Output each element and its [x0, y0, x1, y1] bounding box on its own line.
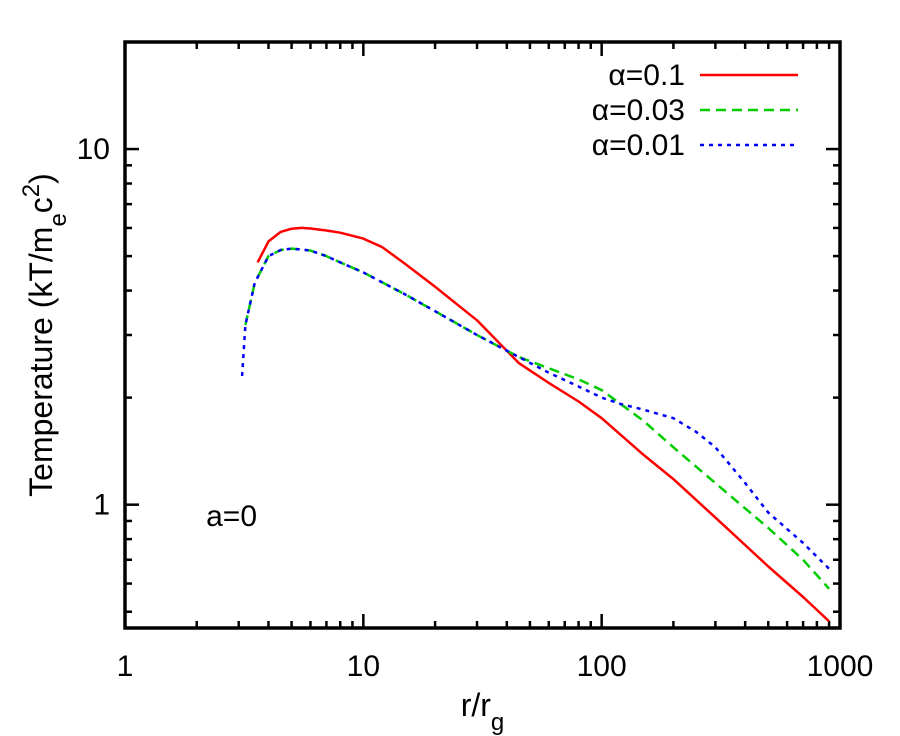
series-line-1 [256, 226, 830, 623]
x-tick-label: 100 [577, 650, 627, 683]
plot-frame [123, 40, 842, 630]
legend: α=0.1α=0.03α=0.01 [592, 59, 798, 162]
y-tick-label: 1 [93, 489, 110, 522]
series-line-3 [240, 247, 830, 570]
y-axis-title-sup: 2 [18, 184, 45, 197]
x-tick-label: 1 [117, 650, 134, 683]
y-axis-title: Temperature (kT/mec2) [18, 173, 72, 497]
y-axis-title-sub: e [45, 213, 72, 226]
series-lines [240, 226, 831, 623]
y-axis-title-post: ) [23, 173, 59, 184]
x-axis-title: r/rg [461, 687, 505, 736]
y-tick-label: 10 [77, 133, 110, 166]
y-axis-title-mid: c [23, 197, 59, 213]
y-axis-title-pre: Temperature (kT/m [23, 227, 59, 497]
axis-ticks [123, 40, 842, 628]
x-tick-label: 1000 [807, 650, 874, 683]
x-tick-label: 10 [347, 650, 380, 683]
series-line-2 [244, 247, 831, 590]
x-axis-title-main: r/r [461, 687, 492, 723]
legend-label: α=0.03 [592, 94, 685, 127]
legend-label: α=0.01 [592, 129, 685, 162]
tick-labels: 1 10 100 1000 1 10 [77, 133, 874, 683]
legend-label: α=0.1 [608, 59, 685, 92]
x-axis-title-sub: g [491, 709, 504, 736]
annotation-a-0: a=0 [206, 500, 257, 533]
